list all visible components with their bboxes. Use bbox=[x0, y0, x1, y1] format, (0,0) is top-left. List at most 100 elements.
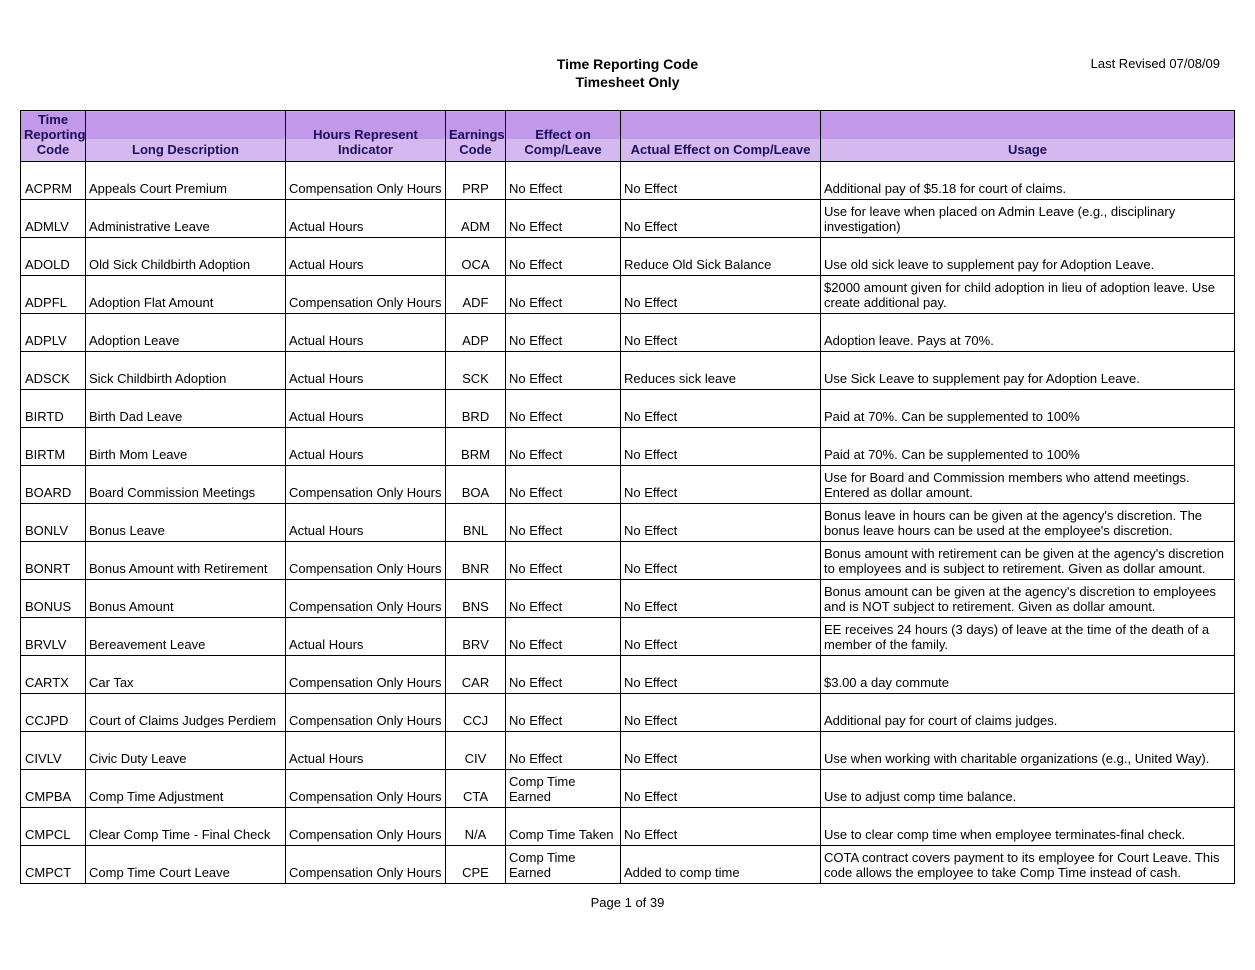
cell-hours-indicator: Actual Hours bbox=[286, 237, 446, 275]
cell-effect: No Effect bbox=[506, 617, 621, 655]
cell-code: BIRTM bbox=[21, 427, 86, 465]
cell-long-description: Civic Duty Leave bbox=[86, 731, 286, 769]
cell-earnings-code: BRD bbox=[446, 389, 506, 427]
table-container: Time Reporting Code Long Description Hou… bbox=[20, 110, 1235, 884]
cell-hours-indicator: Compensation Only Hours bbox=[286, 275, 446, 313]
cell-earnings-code: SCK bbox=[446, 351, 506, 389]
cell-hours-indicator: Compensation Only Hours bbox=[286, 579, 446, 617]
cell-earnings-code: CPE bbox=[446, 845, 506, 883]
cell-long-description: Adoption Leave bbox=[86, 313, 286, 351]
cell-code: BRVLV bbox=[21, 617, 86, 655]
cell-effect: No Effect bbox=[506, 389, 621, 427]
col-header-long: Long Description bbox=[86, 111, 286, 162]
cell-hours-indicator: Compensation Only Hours bbox=[286, 465, 446, 503]
table-row: BOARDBoard Commission MeetingsCompensati… bbox=[21, 465, 1235, 503]
cell-hours-indicator: Compensation Only Hours bbox=[286, 845, 446, 883]
table-header: Time Reporting Code Long Description Hou… bbox=[21, 111, 1235, 162]
cell-earnings-code: BRM bbox=[446, 427, 506, 465]
cell-code: CARTX bbox=[21, 655, 86, 693]
cell-effect: Comp Time Earned bbox=[506, 845, 621, 883]
cell-long-description: Comp Time Adjustment bbox=[86, 769, 286, 807]
cell-actual-effect: No Effect bbox=[621, 617, 821, 655]
cell-effect: No Effect bbox=[506, 351, 621, 389]
cell-actual-effect: Reduces sick leave bbox=[621, 351, 821, 389]
cell-effect: No Effect bbox=[506, 465, 621, 503]
cell-hours-indicator: Compensation Only Hours bbox=[286, 693, 446, 731]
cell-usage: $2000 amount given for child adoption in… bbox=[821, 275, 1235, 313]
table-row: CMPCTComp Time Court LeaveCompensation O… bbox=[21, 845, 1235, 883]
cell-earnings-code: OCA bbox=[446, 237, 506, 275]
cell-actual-effect: No Effect bbox=[621, 655, 821, 693]
cell-earnings-code: ADP bbox=[446, 313, 506, 351]
table-row: ADSCKSick Childbirth AdoptionActual Hour… bbox=[21, 351, 1235, 389]
cell-hours-indicator: Compensation Only Hours bbox=[286, 541, 446, 579]
last-revised: Last Revised 07/08/09 bbox=[1091, 56, 1220, 71]
cell-effect: No Effect bbox=[506, 275, 621, 313]
cell-actual-effect: No Effect bbox=[621, 769, 821, 807]
cell-long-description: Car Tax bbox=[86, 655, 286, 693]
cell-effect: No Effect bbox=[506, 161, 621, 199]
cell-effect: No Effect bbox=[506, 427, 621, 465]
cell-code: BONRT bbox=[21, 541, 86, 579]
cell-code: CCJPD bbox=[21, 693, 86, 731]
table-row: ADOLDOld Sick Childbirth AdoptionActual … bbox=[21, 237, 1235, 275]
cell-code: ADPLV bbox=[21, 313, 86, 351]
cell-actual-effect: No Effect bbox=[621, 807, 821, 845]
table-row: BIRTDBirth Dad LeaveActual HoursBRDNo Ef… bbox=[21, 389, 1235, 427]
cell-long-description: Old Sick Childbirth Adoption bbox=[86, 237, 286, 275]
cell-effect: No Effect bbox=[506, 313, 621, 351]
col-header-actual: Actual Effect on Comp/Leave bbox=[621, 111, 821, 162]
table-row: BONLVBonus LeaveActual HoursBNLNo Effect… bbox=[21, 503, 1235, 541]
cell-usage: Paid at 70%. Can be supplemented to 100% bbox=[821, 389, 1235, 427]
page-footer: Page 1 of 39 bbox=[0, 895, 1255, 910]
cell-usage: Paid at 70%. Can be supplemented to 100% bbox=[821, 427, 1235, 465]
cell-earnings-code: BRV bbox=[446, 617, 506, 655]
cell-long-description: Court of Claims Judges Perdiem bbox=[86, 693, 286, 731]
title-line-1: Time Reporting Code bbox=[557, 56, 698, 72]
cell-earnings-code: CAR bbox=[446, 655, 506, 693]
table-row: CIVLVCivic Duty LeaveActual HoursCIVNo E… bbox=[21, 731, 1235, 769]
page-header: Time Reporting Code Timesheet Only Last … bbox=[0, 0, 1255, 100]
cell-code: BONLV bbox=[21, 503, 86, 541]
cell-usage: Bonus amount can be given at the agency'… bbox=[821, 579, 1235, 617]
cell-hours-indicator: Compensation Only Hours bbox=[286, 655, 446, 693]
cell-hours-indicator: Actual Hours bbox=[286, 731, 446, 769]
cell-actual-effect: No Effect bbox=[621, 161, 821, 199]
cell-long-description: Appeals Court Premium bbox=[86, 161, 286, 199]
cell-code: BIRTD bbox=[21, 389, 86, 427]
cell-long-description: Bonus Leave bbox=[86, 503, 286, 541]
cell-code: ADPFL bbox=[21, 275, 86, 313]
col-header-hours: Hours Represent Indicator bbox=[286, 111, 446, 162]
cell-effect: No Effect bbox=[506, 579, 621, 617]
col-header-earnings: Earnings Code bbox=[446, 111, 506, 162]
cell-long-description: Sick Childbirth Adoption bbox=[86, 351, 286, 389]
cell-usage: EE receives 24 hours (3 days) of leave a… bbox=[821, 617, 1235, 655]
cell-hours-indicator: Actual Hours bbox=[286, 617, 446, 655]
title-line-2: Timesheet Only bbox=[575, 74, 679, 90]
cell-earnings-code: CIV bbox=[446, 731, 506, 769]
cell-hours-indicator: Actual Hours bbox=[286, 313, 446, 351]
cell-hours-indicator: Actual Hours bbox=[286, 389, 446, 427]
cell-usage: Adoption leave. Pays at 70%. bbox=[821, 313, 1235, 351]
cell-usage: Use for Board and Commission members who… bbox=[821, 465, 1235, 503]
cell-effect: No Effect bbox=[506, 693, 621, 731]
cell-actual-effect: No Effect bbox=[621, 313, 821, 351]
col-header-usage: Usage bbox=[821, 111, 1235, 162]
cell-code: BOARD bbox=[21, 465, 86, 503]
table-row: CCJPDCourt of Claims Judges PerdiemCompe… bbox=[21, 693, 1235, 731]
cell-long-description: Clear Comp Time - Final Check bbox=[86, 807, 286, 845]
cell-hours-indicator: Compensation Only Hours bbox=[286, 807, 446, 845]
cell-code: CMPCT bbox=[21, 845, 86, 883]
table-row: BRVLVBereavement LeaveActual HoursBRVNo … bbox=[21, 617, 1235, 655]
cell-usage: Bonus leave in hours can be given at the… bbox=[821, 503, 1235, 541]
cell-code: ADOLD bbox=[21, 237, 86, 275]
cell-long-description: Bonus Amount with Retirement bbox=[86, 541, 286, 579]
table-row: ADPFLAdoption Flat AmountCompensation On… bbox=[21, 275, 1235, 313]
cell-hours-indicator: Actual Hours bbox=[286, 351, 446, 389]
cell-effect: Comp Time Earned bbox=[506, 769, 621, 807]
cell-effect: No Effect bbox=[506, 199, 621, 237]
cell-usage: Use old sick leave to supplement pay for… bbox=[821, 237, 1235, 275]
cell-usage: $3.00 a day commute bbox=[821, 655, 1235, 693]
cell-actual-effect: No Effect bbox=[621, 579, 821, 617]
cell-hours-indicator: Compensation Only Hours bbox=[286, 161, 446, 199]
